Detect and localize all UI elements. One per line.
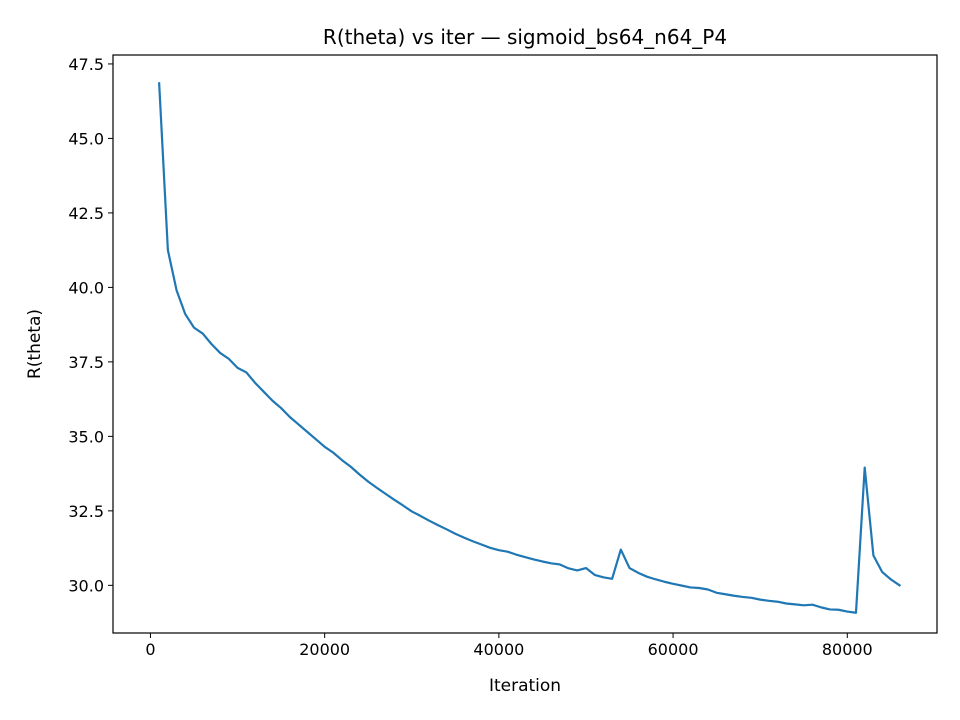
y-tick-label: 40.0 — [68, 278, 104, 297]
y-tick-label: 30.0 — [68, 576, 104, 595]
series-layer — [158, 82, 902, 614]
y-tick-label: 47.5 — [68, 55, 104, 74]
y-tick-label: 37.5 — [68, 353, 104, 372]
x-tick-label: 40000 — [473, 640, 524, 659]
x-tick-label: 80000 — [822, 640, 873, 659]
y-tick-label: 35.0 — [68, 427, 104, 446]
chart-title: R(theta) vs iter — sigmoid_bs64_n64_P4 — [323, 25, 727, 49]
series-line — [158, 82, 902, 614]
y-tick-label: 42.5 — [68, 204, 104, 223]
y-tick-label: 45.0 — [68, 129, 104, 148]
x-axis: 0 20000 40000 60000 80000 — [145, 633, 873, 659]
x-tick-label: 0 — [145, 640, 155, 659]
plot-frame — [112, 54, 938, 634]
y-axis: 30.0 32.5 35.0 37.5 40.0 42.5 45.0 47.5 — [68, 55, 113, 595]
x-axis-label: Iteration — [489, 676, 561, 696]
y-axis-label: R(theta) — [25, 309, 45, 379]
x-tick-label: 60000 — [648, 640, 699, 659]
x-tick-label: 20000 — [299, 640, 350, 659]
y-tick-label: 32.5 — [68, 502, 104, 521]
plot-area — [113, 55, 937, 633]
